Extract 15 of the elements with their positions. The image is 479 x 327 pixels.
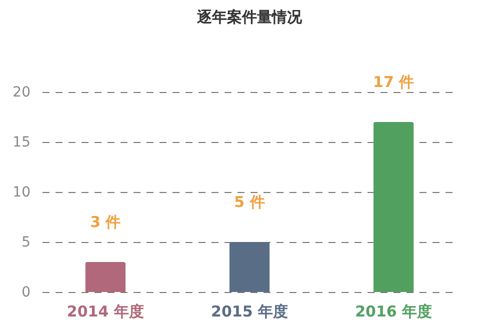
x-tick-label: 2014 年度 [66, 302, 144, 320]
x-tick-label: 2016 年度 [355, 302, 432, 320]
x-tick-label: 2015 年度 [211, 302, 288, 320]
data-label: 5 件 [234, 193, 265, 211]
chart-title: 逐年案件量情况 [196, 8, 303, 26]
bar [85, 262, 126, 292]
y-tick-label: 0 [22, 284, 30, 300]
data-label: 3 件 [90, 213, 121, 231]
bar [373, 122, 414, 292]
y-tick-label: 15 [12, 134, 30, 150]
y-tick-label: 5 [22, 234, 30, 250]
y-tick-label: 10 [12, 184, 30, 200]
data-label: 17 件 [373, 73, 414, 91]
bar [229, 242, 270, 292]
y-tick-label: 20 [12, 84, 30, 100]
